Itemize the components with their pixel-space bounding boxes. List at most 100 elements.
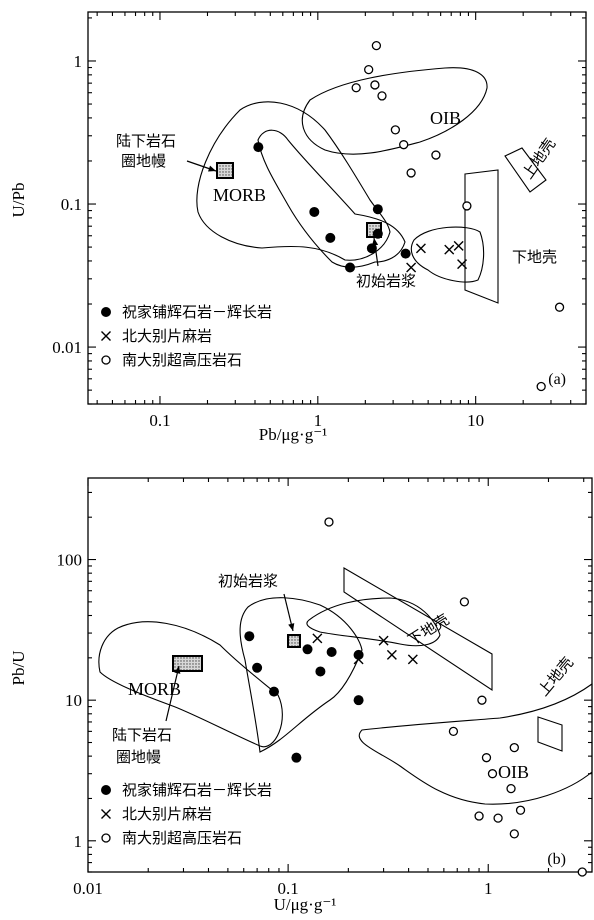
field-label-oib: OIB xyxy=(430,108,461,128)
arrow-head xyxy=(208,165,216,172)
x-tick-label: 1 xyxy=(314,411,323,430)
data-point xyxy=(378,635,389,646)
data-point xyxy=(325,232,336,243)
field-lower-crust xyxy=(343,567,493,692)
field-primary-magma-region xyxy=(239,597,363,753)
data-point xyxy=(390,125,401,135)
data-point xyxy=(302,644,313,655)
data-point xyxy=(345,262,356,273)
data-point xyxy=(481,753,492,763)
legend-label: 南大别超高压岩石 xyxy=(122,351,242,369)
y-axis-title-b: Pb/U xyxy=(9,651,28,686)
legend-marker xyxy=(101,809,111,819)
data-point xyxy=(377,91,387,101)
field-label-upper-crust: 上地壳 xyxy=(534,654,577,700)
legend-marker xyxy=(101,785,111,795)
y-axis-title-a: U/Pb xyxy=(9,183,28,218)
x-tick-label: 0.1 xyxy=(277,879,298,898)
data-point xyxy=(457,259,468,270)
legend-marker xyxy=(101,307,111,317)
annotation-mantle-line2: 圈地幔 xyxy=(116,748,161,766)
data-point xyxy=(399,140,409,150)
plot-frame xyxy=(87,477,593,873)
legend-marker xyxy=(101,331,111,341)
data-point xyxy=(291,752,302,763)
field-subcontinental-mantle xyxy=(216,162,234,179)
data-point xyxy=(324,517,334,527)
y-tick-label: 0.01 xyxy=(52,338,82,357)
series xyxy=(312,633,418,665)
plot-frame xyxy=(87,11,587,405)
data-point xyxy=(351,83,361,93)
annotation-mantle-line2: 圈地幔 xyxy=(121,152,166,170)
x-tick-label: 0.01 xyxy=(73,879,103,898)
series xyxy=(244,631,364,763)
data-point xyxy=(253,142,264,153)
data-point xyxy=(506,783,516,794)
field-label-morb: MORB xyxy=(213,185,266,205)
legend-label: 祝家铺辉石岩－辉长岩 xyxy=(122,303,272,321)
field-label-oib: OIB xyxy=(498,762,529,782)
arrow-head xyxy=(288,623,295,631)
legend-label: 北大别片麻岩 xyxy=(122,805,212,823)
data-point xyxy=(406,262,417,273)
field-morb xyxy=(98,621,283,748)
field-morb xyxy=(196,101,391,261)
field-lower-crust xyxy=(464,169,499,304)
data-point xyxy=(252,662,263,673)
data-point xyxy=(577,867,587,877)
data-point xyxy=(372,204,383,215)
data-point xyxy=(536,381,546,392)
panel-label-a: (a) xyxy=(548,371,566,388)
data-point xyxy=(353,695,364,706)
data-point xyxy=(406,168,416,178)
annotation-mantle-line1: 陆下岩石 xyxy=(116,132,176,150)
legend-label: 南大别超高压岩石 xyxy=(122,829,242,847)
data-point xyxy=(366,243,377,254)
data-point xyxy=(554,302,565,312)
series xyxy=(253,142,411,273)
legend-marker xyxy=(101,833,111,843)
field-magma xyxy=(257,129,406,268)
data-point xyxy=(493,813,503,823)
data-point xyxy=(509,742,519,753)
series xyxy=(324,517,587,877)
field-oib xyxy=(301,67,488,155)
panel-a-chart: 0.1 1 10 0.01 0.1 1 MORB OIB 下地壳 上地壳 陆下岩石圈地幔初始岩浆祝家… xyxy=(9,11,587,444)
field-subcontinental-mantle xyxy=(172,655,203,672)
y-tick-label: 1 xyxy=(74,832,83,851)
x-axis-title-a: Pb/μg·g⁻¹ xyxy=(259,425,328,444)
series xyxy=(351,40,565,392)
data-point xyxy=(448,726,459,737)
data-point xyxy=(515,805,526,815)
y-tick-label: 1 xyxy=(74,52,83,71)
annotation-mantle-line1: 陆下岩石 xyxy=(112,726,172,744)
data-point xyxy=(477,695,487,705)
data-point xyxy=(444,244,455,255)
x-tick-label: 10 xyxy=(467,411,484,430)
field-upper-crust xyxy=(504,147,547,193)
panel-b-chart: 0.01 0.1 1110100MORBOIB下地壳上地壳初始岩浆陆下岩石圈地幔祝家… xyxy=(9,477,593,914)
y-tick-label: 0.1 xyxy=(61,195,82,214)
legend-label: 祝家铺辉石岩－辉长岩 xyxy=(122,781,272,799)
data-point xyxy=(372,228,383,239)
data-point xyxy=(268,686,279,697)
data-point xyxy=(431,150,441,160)
data-point xyxy=(453,240,464,251)
field-oib xyxy=(358,682,593,805)
legend-marker xyxy=(101,355,111,365)
y-tick-label: 10 xyxy=(65,691,82,710)
y-tick-label: 100 xyxy=(57,551,83,570)
x-tick-label: 1 xyxy=(484,879,493,898)
field-upper-crust xyxy=(537,716,563,752)
data-point xyxy=(353,649,364,660)
data-point xyxy=(386,649,397,660)
data-point xyxy=(400,248,411,259)
data-point xyxy=(309,206,320,217)
field-label-lower-crust: 下地壳 xyxy=(512,248,557,266)
data-point xyxy=(459,597,470,607)
data-point xyxy=(474,811,484,821)
data-point xyxy=(370,80,380,90)
annotation-primary-magma: 初始岩浆 xyxy=(218,572,278,590)
